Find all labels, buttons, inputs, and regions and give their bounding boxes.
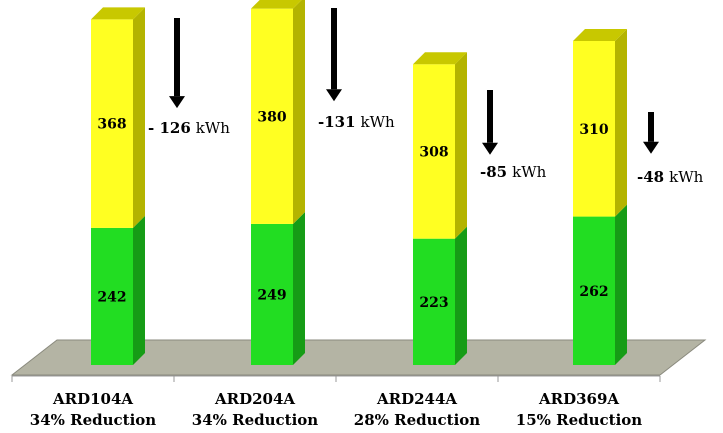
category-label: ARD369A <box>538 390 619 408</box>
reduction-value: -131 <box>318 113 356 131</box>
bar-green-segment <box>573 216 615 365</box>
reduction-arrow-shaft <box>331 8 337 90</box>
reduction-value: -85 <box>480 163 507 181</box>
bar-green-side <box>455 226 467 365</box>
category-label: ARD104A <box>52 390 133 408</box>
down-arrow-icon <box>643 141 659 154</box>
bar-green-side <box>293 211 305 365</box>
reduction-arrows: - 126 kWh -131 kWh -85 kWh -48 kWh <box>148 8 704 186</box>
bar-value-label-yellow: 380 <box>257 109 286 125</box>
bars-group: 242 368 249 380 223 308 262 310 <box>91 0 627 365</box>
bar-green-side <box>615 204 627 365</box>
chart-floor <box>10 339 707 376</box>
reduction-annotation: -85 kWh <box>480 163 547 181</box>
bar-value-label-green: 223 <box>419 295 448 311</box>
reduction-arrow-shaft <box>487 90 493 143</box>
reduction-unit: kWh <box>196 119 231 137</box>
bar-value-label-green: 242 <box>97 289 126 305</box>
reduction-annotation: -48 kWh <box>637 168 704 186</box>
down-arrow-icon <box>482 142 498 155</box>
reduction-unit: kWh <box>512 163 547 181</box>
bar-value-label-yellow: 310 <box>579 122 608 138</box>
reduction-unit: kWh <box>361 113 396 131</box>
bar-green-side <box>133 215 145 365</box>
reduction-arrow-shaft <box>174 18 180 97</box>
category-labels: ARD104A 34% Reduction ARD204A 34% Reduction… <box>30 390 643 429</box>
bar-value-label-yellow: 308 <box>419 144 448 160</box>
bar-green-segment <box>91 227 133 365</box>
bar-top-face <box>91 7 145 20</box>
category-sublabel: 34% Reduction <box>192 411 319 429</box>
reduction-arrow-shaft <box>648 112 654 142</box>
bar-yellow-side <box>615 28 627 217</box>
bar-yellow-side <box>293 0 305 224</box>
bar-yellow-segment <box>573 40 615 217</box>
reduction-annotation: - 126 kWh <box>148 119 230 137</box>
reduction-annotation: -131 kWh <box>318 113 395 131</box>
category-label: ARD204A <box>214 390 295 408</box>
down-arrow-icon <box>169 96 185 109</box>
bar-yellow-side <box>455 52 467 239</box>
category-sublabel: 34% Reduction <box>30 411 157 429</box>
category-label: ARD244A <box>376 390 457 408</box>
bar-value-label-green: 249 <box>257 287 286 303</box>
bar-yellow-segment <box>413 64 455 239</box>
category-sublabel: 15% Reduction <box>516 411 643 429</box>
bar-top-face <box>413 52 467 65</box>
reduction-unit: kWh <box>669 168 704 186</box>
down-arrow-icon <box>326 89 342 102</box>
category-sublabel: 28% Reduction <box>354 411 481 429</box>
bar-value-label-yellow: 368 <box>97 117 126 133</box>
bar-yellow-segment <box>91 19 133 228</box>
bar-yellow-side <box>133 7 145 228</box>
bar-top-face <box>573 28 627 41</box>
bar-yellow-segment <box>251 8 293 224</box>
bar-value-label-green: 262 <box>579 284 608 300</box>
reduction-value: - 126 <box>148 119 191 137</box>
x-axis-ticks <box>11 376 661 382</box>
bar-green-segment <box>251 223 293 365</box>
bar-green-segment <box>413 238 455 365</box>
bar-top-face <box>251 0 302 9</box>
reduction-value: -48 <box>637 168 664 186</box>
